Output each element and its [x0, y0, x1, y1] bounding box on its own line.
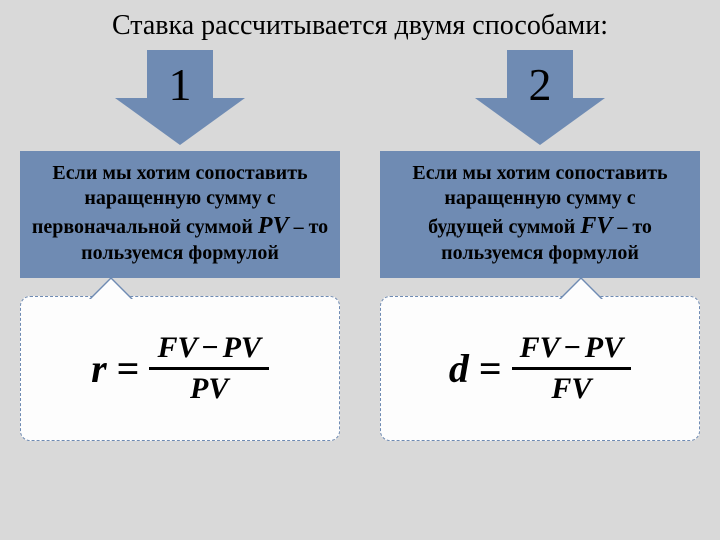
formula-2-denominator: FV — [543, 370, 599, 408]
formula-1-num-b: PV — [223, 331, 261, 364]
formula-1-num-op: − — [201, 331, 218, 364]
formula-2-lhs: d — [449, 345, 469, 392]
callout-tail-2 — [561, 279, 601, 299]
method-1: 1 Если мы хотим сопоставить наращенную с… — [15, 50, 345, 441]
formula-2-eq: = — [479, 345, 502, 392]
desc-1-line1: Если мы хотим сопоставить наращенную сум… — [52, 162, 307, 209]
formula-callout-2: d = FV−PV FV — [380, 296, 700, 441]
formula-2-num-op: − — [564, 331, 581, 364]
desc-1-em: PV — [258, 213, 289, 239]
method-2: 2 Если мы хотим сопоставить наращенную с… — [375, 50, 705, 441]
desc-box-2: Если мы хотим сопоставить наращенную сум… — [380, 151, 700, 278]
callout-tail-1 — [91, 279, 131, 299]
arrow-2: 2 — [475, 50, 605, 145]
formula-2-fraction: FV−PV FV — [512, 329, 631, 408]
formula-1-numerator: FV−PV — [149, 329, 268, 367]
formula-1: r = FV−PV PV — [91, 329, 269, 408]
desc-2-line1: Если мы хотим сопоставить наращенную сум… — [412, 162, 667, 209]
formula-2-num-b: PV — [585, 331, 623, 364]
desc-2-em: FV — [580, 213, 612, 239]
formula-2: d = FV−PV FV — [449, 329, 631, 408]
desc-1-bold: первоначальной суммой — [32, 216, 253, 238]
arrow-number-2: 2 — [475, 58, 605, 111]
formula-1-eq: = — [117, 345, 140, 392]
formula-callout-1: r = FV−PV PV — [20, 296, 340, 441]
formula-2-numerator: FV−PV — [512, 329, 631, 367]
desc-2-bold: будущей суммой — [428, 216, 575, 238]
formula-1-fraction: FV−PV PV — [149, 329, 268, 408]
formula-2-num-a: FV — [520, 331, 560, 364]
columns-container: 1 Если мы хотим сопоставить наращенную с… — [0, 50, 720, 441]
formula-1-num-a: FV — [157, 331, 197, 364]
formula-1-denominator: PV — [182, 370, 236, 408]
page-title: Ставка рассчитывается двумя способами: — [0, 0, 720, 42]
formula-1-lhs: r — [91, 345, 107, 392]
desc-box-1: Если мы хотим сопоставить наращенную сум… — [20, 151, 340, 278]
arrow-1: 1 — [115, 50, 245, 145]
arrow-number-1: 1 — [115, 58, 245, 111]
